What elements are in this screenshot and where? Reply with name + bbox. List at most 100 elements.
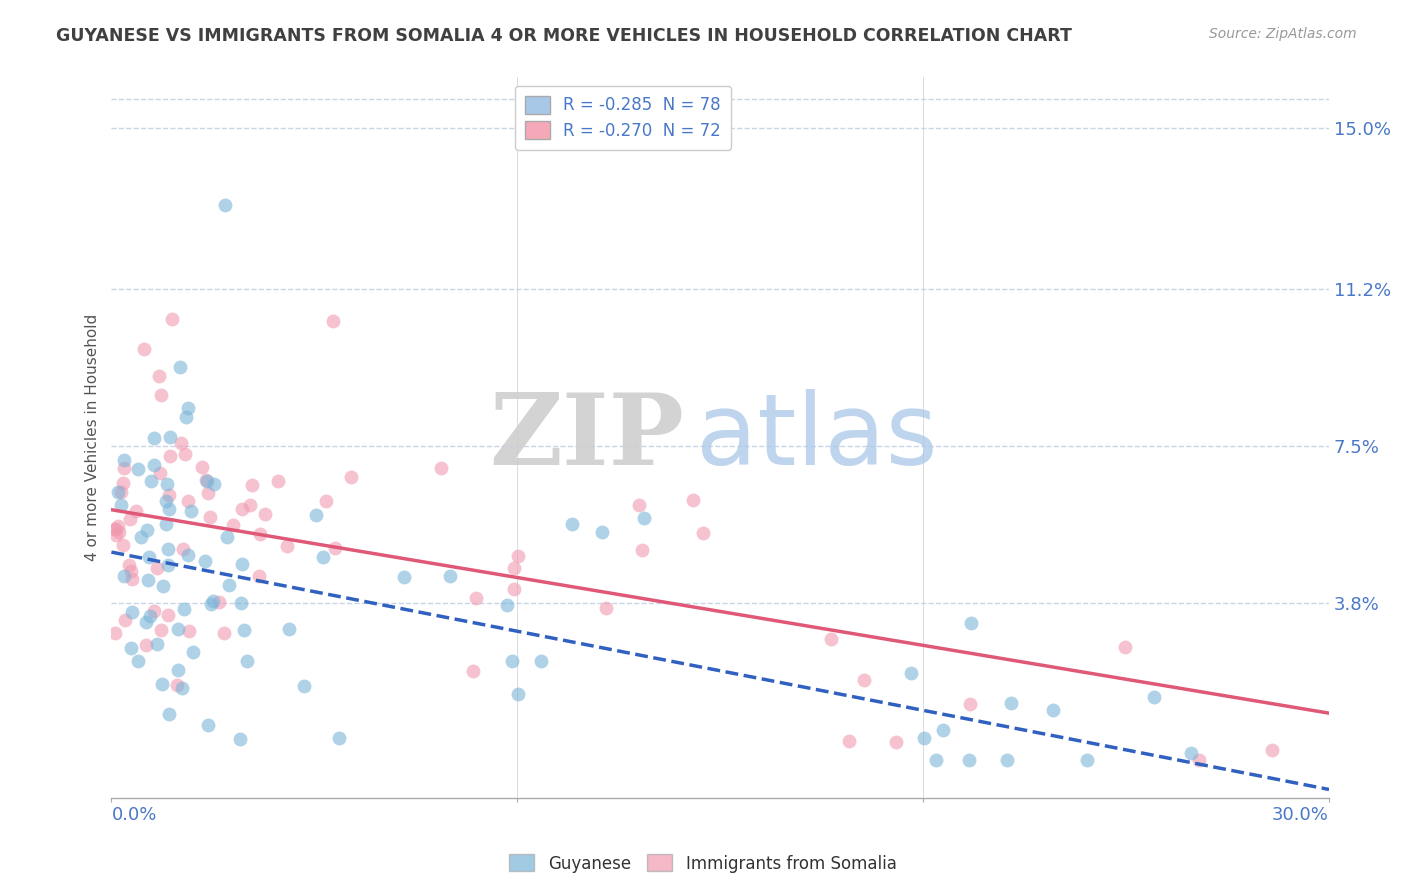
Point	[114, 568, 136, 582]
Point	[181, 645, 204, 659]
Point	[104, 625, 127, 640]
Point	[561, 516, 583, 531]
Point	[127, 461, 149, 475]
Point	[692, 526, 714, 541]
Point	[506, 687, 529, 701]
Point	[152, 579, 174, 593]
Point	[838, 734, 860, 748]
Point	[121, 572, 143, 586]
Point	[143, 458, 166, 472]
Point	[323, 541, 346, 555]
Point	[853, 673, 876, 687]
Point	[107, 484, 129, 499]
Point	[166, 678, 188, 692]
Point	[633, 511, 655, 525]
Point	[104, 522, 127, 536]
Point	[1042, 703, 1064, 717]
Point	[118, 558, 141, 572]
Point	[143, 431, 166, 445]
Legend: R = -0.285  N = 78, R = -0.270  N = 72: R = -0.285 N = 78, R = -0.270 N = 72	[515, 86, 731, 150]
Point	[135, 638, 157, 652]
Point	[222, 517, 245, 532]
Point	[120, 641, 142, 656]
Point	[159, 430, 181, 444]
Point	[170, 435, 193, 450]
Point	[121, 605, 143, 619]
Point	[155, 493, 177, 508]
Point	[157, 502, 180, 516]
Point	[229, 732, 252, 747]
Point	[236, 655, 259, 669]
Point	[111, 538, 134, 552]
Point	[214, 197, 236, 211]
Point	[959, 615, 981, 630]
Point	[180, 503, 202, 517]
Text: atlas: atlas	[696, 389, 938, 486]
Point	[156, 558, 179, 572]
Point	[322, 314, 344, 328]
Point	[149, 623, 172, 637]
Point	[231, 502, 253, 516]
Point	[172, 681, 194, 696]
Point	[267, 474, 290, 488]
Point	[132, 342, 155, 356]
Point	[1180, 746, 1202, 760]
Point	[595, 600, 617, 615]
Point	[110, 498, 132, 512]
Point	[149, 466, 172, 480]
Text: Source: ZipAtlas.com: Source: ZipAtlas.com	[1209, 27, 1357, 41]
Point	[179, 624, 201, 638]
Point	[148, 368, 170, 383]
Point	[312, 550, 335, 565]
Point	[231, 596, 253, 610]
Point	[136, 573, 159, 587]
Point	[142, 604, 165, 618]
Point	[167, 663, 190, 677]
Point	[172, 542, 194, 557]
Point	[631, 542, 654, 557]
Point	[135, 523, 157, 537]
Point	[107, 518, 129, 533]
Point	[149, 388, 172, 402]
Point	[201, 593, 224, 607]
Point	[957, 753, 980, 767]
Point	[496, 598, 519, 612]
Point	[176, 494, 198, 508]
Point	[506, 549, 529, 563]
Point	[900, 666, 922, 681]
Point	[162, 312, 184, 326]
Point	[194, 554, 217, 568]
Point	[217, 530, 239, 544]
Point	[139, 474, 162, 488]
Point	[112, 452, 135, 467]
Point	[392, 569, 415, 583]
Point	[156, 476, 179, 491]
Point	[174, 410, 197, 425]
Point	[304, 508, 326, 522]
Point	[156, 607, 179, 622]
Point	[202, 477, 225, 491]
Point	[135, 615, 157, 630]
Point	[912, 731, 935, 745]
Point	[628, 498, 651, 512]
Point	[276, 539, 298, 553]
Point	[231, 557, 253, 571]
Point	[197, 485, 219, 500]
Point	[240, 478, 263, 492]
Point	[591, 524, 613, 539]
Point	[232, 624, 254, 638]
Point	[465, 591, 488, 605]
Point	[820, 632, 842, 647]
Point	[1076, 753, 1098, 767]
Point	[239, 498, 262, 512]
Point	[292, 679, 315, 693]
Point	[112, 460, 135, 475]
Point	[682, 492, 704, 507]
Point	[155, 517, 177, 532]
Point	[218, 577, 240, 591]
Point	[195, 474, 218, 488]
Point	[146, 637, 169, 651]
Point	[156, 542, 179, 557]
Point	[959, 698, 981, 712]
Point	[1188, 753, 1211, 767]
